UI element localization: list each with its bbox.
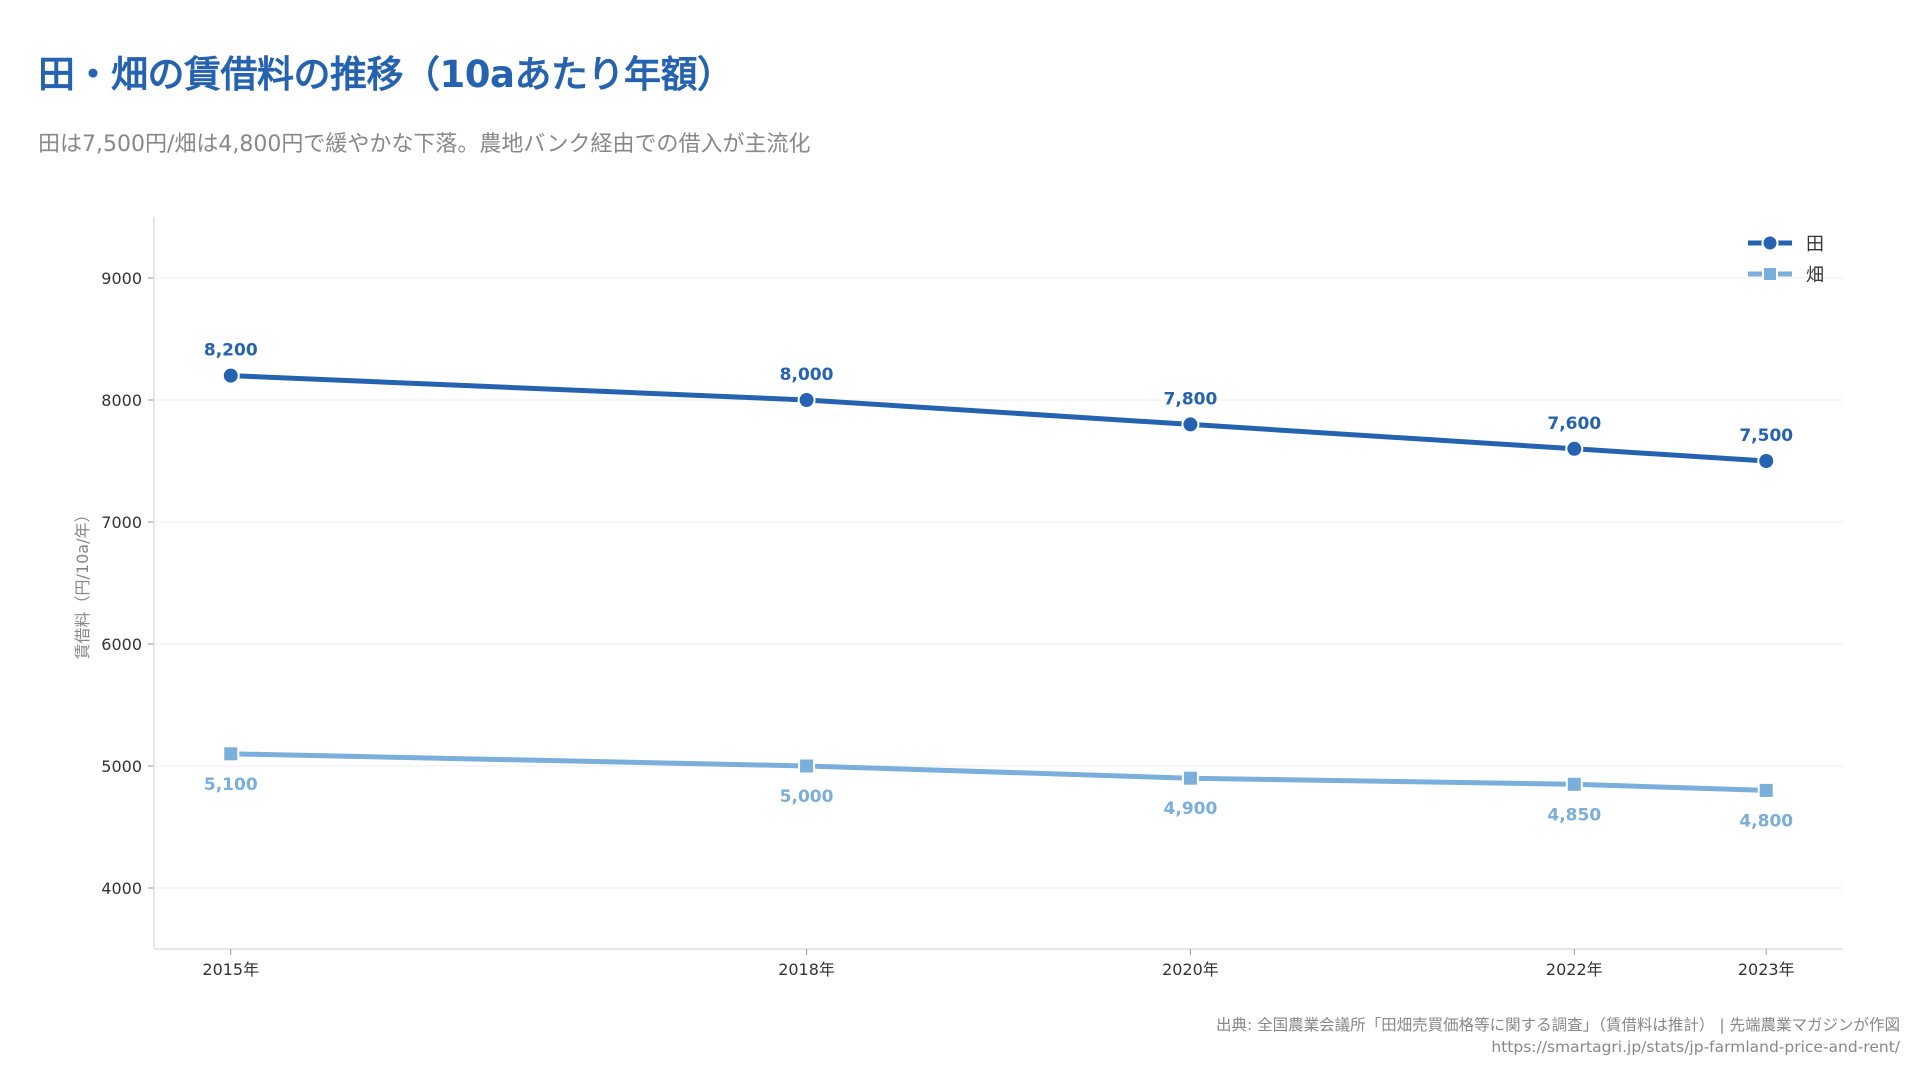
data-label: 7,800	[1164, 389, 1218, 409]
legend-label: 田	[1806, 234, 1824, 255]
y-axis-label: 賃借料（円/10a/年）	[73, 507, 92, 660]
data-point	[1757, 452, 1776, 470]
series-line-hatake	[230, 751, 1767, 793]
data-point	[1565, 439, 1584, 458]
y-tick-label: 8000	[101, 391, 142, 410]
data-point	[1565, 775, 1583, 793]
source-note: 出典: 全国農業会議所「田畑売買価格等に関する調査」（賃借料は推計） | 先端農…	[1216, 1016, 1900, 1034]
source-url: https://smartagri.jp/stats/jp-farmland-p…	[1491, 1038, 1900, 1056]
data-label: 5,000	[780, 787, 834, 807]
data-label: 7,500	[1739, 426, 1793, 446]
x-tick-label: 2022年	[1546, 960, 1603, 979]
y-tick-label: 9000	[101, 269, 142, 288]
series-line-ta	[230, 373, 1767, 464]
x-tick-label: 2020年	[1162, 960, 1219, 979]
legend-label: 畑	[1806, 265, 1824, 286]
data-point	[798, 757, 816, 775]
chart-title: 田・畑の賃借料の推移（10aあたり年額）	[38, 53, 734, 96]
data-label: 4,850	[1547, 805, 1601, 825]
data-label: 8,000	[780, 365, 834, 385]
data-point	[1757, 781, 1775, 799]
y-tick-label: 7000	[101, 513, 142, 532]
y-tick-label: 4000	[101, 879, 142, 898]
data-point	[1181, 769, 1199, 787]
data-point	[222, 745, 240, 763]
data-point	[1181, 415, 1200, 434]
x-tick-label: 2015年	[202, 960, 259, 979]
data-label: 4,800	[1739, 811, 1793, 831]
data-label: 7,600	[1547, 414, 1601, 434]
y-tick-label: 5000	[101, 757, 142, 776]
data-point	[797, 391, 816, 409]
y-tick-label: 6000	[101, 635, 142, 654]
data-label: 4,900	[1164, 799, 1218, 819]
data-point	[221, 366, 240, 385]
x-tick-label: 2018年	[778, 960, 835, 979]
data-label: 8,200	[204, 341, 258, 361]
legend-marker-circle-icon	[1761, 234, 1779, 252]
legend-marker-square-icon	[1762, 266, 1778, 282]
x-tick-label: 2023年	[1738, 960, 1795, 979]
chart-subtitle: 田は7,500円/畑は4,800円で緩やかな下落。農地バンク経由での借入が主流化	[38, 132, 811, 157]
data-label: 5,100	[204, 775, 258, 795]
